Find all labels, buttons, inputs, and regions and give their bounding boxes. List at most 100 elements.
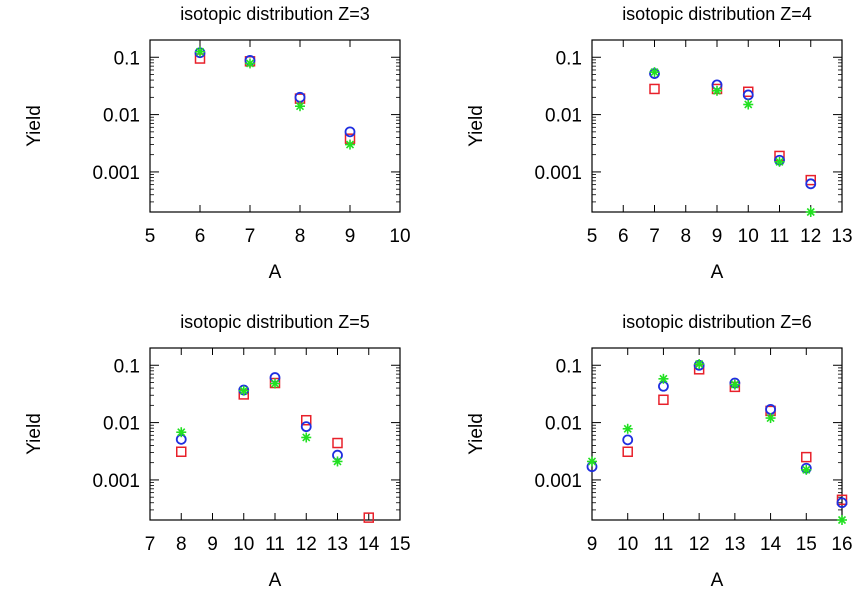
data-point-asterisk	[345, 139, 355, 150]
chart-title: isotopic distribution Z=4	[622, 4, 812, 24]
y-axis-label: Yield	[24, 105, 45, 147]
x-tick-label: 15	[796, 534, 817, 555]
y-tick-label: 0.001	[92, 471, 140, 492]
x-axis-label: A	[711, 262, 724, 283]
y-tick-label: 0.1	[114, 48, 140, 69]
x-tick-label: 14	[760, 534, 782, 555]
data-point-asterisk	[765, 413, 776, 424]
data-point-asterisk	[195, 46, 205, 57]
data-point-square	[622, 446, 633, 458]
data-point-asterisk	[295, 101, 305, 112]
data-point-asterisk	[649, 67, 660, 78]
y-tick-label: 0.01	[545, 106, 582, 127]
x-tick-label: 7	[245, 226, 256, 247]
x-tick-label: 5	[145, 226, 156, 247]
x-tick-label: 9	[345, 226, 356, 247]
y-axis-label: Yield	[466, 413, 487, 455]
x-tick-label: 6	[195, 226, 206, 247]
plot-frame	[591, 347, 843, 521]
data-point-square	[805, 174, 816, 186]
y-tick-label: 0.1	[114, 356, 140, 377]
y-axis-label: Yield	[466, 105, 487, 147]
x-tick-label: 12	[800, 226, 821, 247]
x-tick-label: 10	[233, 534, 254, 555]
x-tick-label: 13	[327, 534, 348, 555]
data-point-square	[176, 446, 187, 458]
chart-panel-z5: isotopic distribution Z=5 7 8 9 10 11 12 13 14 15…	[24, 312, 411, 591]
x-tick-label: 13	[724, 534, 745, 555]
data-point-square	[658, 394, 669, 406]
data-point-asterisk	[743, 99, 754, 110]
data-point-asterisk	[694, 359, 705, 370]
x-axis-label: A	[269, 570, 282, 591]
data-point-asterisk	[658, 373, 669, 384]
data-point-asterisk	[176, 427, 187, 438]
data-point-asterisk	[332, 456, 343, 467]
y-tick-label: 0.1	[556, 356, 582, 377]
data-point-circle	[805, 178, 817, 190]
x-axis-label: A	[711, 570, 724, 591]
x-tick-label: 12	[689, 534, 710, 555]
data-point-asterisk	[622, 423, 633, 434]
x-tick-label: 11	[770, 226, 790, 247]
data-point-asterisk	[301, 432, 312, 443]
plot-frame	[591, 39, 843, 213]
data-point-asterisk	[238, 385, 249, 396]
data-point-asterisk	[270, 378, 280, 389]
x-tick-label: 10	[389, 226, 410, 247]
x-tick-label: 10	[617, 534, 638, 555]
data-point-asterisk	[774, 156, 785, 167]
y-tick-label: 0.001	[534, 163, 582, 184]
chart-panel-z4: isotopic distribution Z=4 5 6 7 8 9 10 11 12 13 0.…	[466, 4, 853, 283]
x-tick-label: 5	[587, 226, 598, 247]
chart-title: isotopic distribution Z=5	[180, 312, 370, 332]
x-tick-label: 11	[654, 534, 674, 555]
y-tick-label: 0.001	[92, 163, 140, 184]
x-tick-label: 7	[145, 534, 156, 555]
data-point-circle	[742, 89, 754, 101]
x-tick-label: 7	[649, 226, 660, 247]
x-tick-label: 8	[295, 226, 306, 247]
data-point-asterisk	[805, 207, 816, 217]
data-point-asterisk	[245, 58, 255, 69]
y-tick-label: 0.01	[103, 106, 140, 127]
x-tick-label: 9	[587, 534, 598, 555]
plot-frame	[149, 39, 401, 213]
data-point-square	[743, 86, 754, 98]
data-point-circle	[300, 421, 312, 433]
y-tick-label: 0.01	[103, 414, 140, 435]
chart-panel-z3: isotopic distribution Z=3 5 6 7 8 9 10 0.1 0.01 0…	[24, 4, 411, 283]
x-tick-label: 15	[389, 534, 410, 555]
data-point-square	[801, 451, 812, 463]
chart-panel-z6: isotopic distribution Z=6 9 10 11 12 13 14 15 16…	[466, 312, 853, 591]
y-tick-label: 0.001	[534, 471, 582, 492]
y-axis-label: Yield	[24, 413, 45, 455]
x-tick-label: 6	[618, 226, 629, 247]
y-tick-label: 0.01	[545, 414, 582, 435]
x-axis-label: A	[269, 262, 282, 283]
data-point-asterisk	[712, 85, 722, 96]
data-point-circle	[344, 126, 356, 138]
x-tick-label: 12	[296, 534, 317, 555]
chart-title: isotopic distribution Z=3	[180, 4, 370, 24]
data-point-asterisk	[801, 464, 812, 475]
x-tick-label: 14	[358, 534, 380, 555]
x-tick-label: 16	[831, 534, 852, 555]
y-tick-label: 0.1	[556, 48, 582, 69]
data-point-asterisk	[729, 379, 740, 390]
x-tick-label: 9	[712, 226, 723, 247]
x-tick-label: 10	[738, 226, 759, 247]
data-point-square	[332, 437, 343, 449]
chart-title: isotopic distribution Z=6	[622, 312, 812, 332]
data-point-square	[301, 414, 312, 426]
x-tick-label: 9	[207, 534, 218, 555]
x-tick-label: 11	[265, 534, 285, 555]
data-point-circle	[622, 434, 634, 446]
x-tick-label: 8	[680, 226, 691, 247]
data-point-circle	[836, 497, 848, 509]
x-tick-label: 13	[831, 226, 852, 247]
data-point-square	[363, 512, 374, 523]
data-point-asterisk	[587, 456, 597, 467]
data-point-square	[649, 83, 660, 95]
